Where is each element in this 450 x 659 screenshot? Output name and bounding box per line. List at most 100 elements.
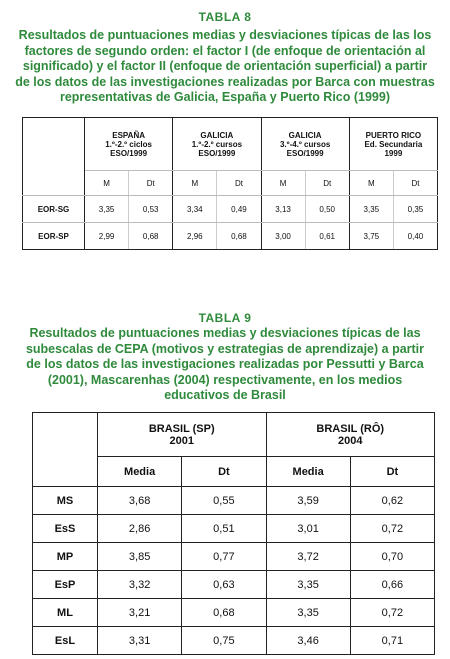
value-cell: 0,51: [181, 514, 267, 543]
title-line: representativas de Galicia, España y Pue…: [59, 90, 390, 104]
table-heading: TABLA 8: [198, 10, 252, 24]
group-header-line: GALICIA: [200, 130, 234, 140]
title-line: de los datos de las investigaciones real…: [15, 74, 435, 89]
group-header-line: PUERTO RICO: [365, 130, 422, 140]
group-header-line: ESPAÑA: [112, 130, 145, 140]
value-cell: 0,55: [181, 486, 267, 515]
value-cell: 3,75: [348, 222, 394, 250]
subheader: Media: [265, 456, 351, 487]
corner-cell: [22, 117, 85, 196]
value-cell: 3,01: [265, 514, 351, 543]
group-header-line: 2001: [169, 434, 194, 447]
value-cell: 0,77: [181, 542, 267, 571]
value-cell: 0,71: [349, 626, 436, 655]
value-cell: 3,00: [260, 222, 306, 250]
data-row: EsP 3,32 0,63 3,35 0,66: [32, 570, 436, 599]
data-table: ESPAÑA 1.º-2.º ciclos ESO/1999 GALICIA 1.º-2…: [22, 117, 439, 250]
corner-cell: [32, 412, 98, 487]
subheader: Dt: [216, 170, 262, 196]
value-cell: 3,34: [172, 195, 218, 223]
group-header-line: 1999: [384, 148, 403, 158]
title-line: subescalas de CEPA (motivos y estrategia…: [25, 341, 425, 356]
value-cell: 0,70: [349, 542, 436, 571]
title-line: (2001), Mascarenhas (2004) respectivamen…: [47, 372, 403, 387]
group-header-line: Ed. Secundaria: [364, 139, 423, 149]
value-cell: 0,49: [216, 195, 262, 223]
group-header-line: 1.º-2.º cursos: [191, 139, 243, 149]
data-table: BRASIL (SP) 2001 BRASIL (RÔ) 2004 Media Dt Med…: [32, 412, 436, 655]
row-label: EOR-SG: [22, 195, 85, 223]
group-header-line: BRASIL (SP): [148, 422, 215, 435]
value-cell: 0,68: [128, 222, 174, 250]
title-line: de los datos de las investigaciones real…: [26, 357, 424, 371]
group-header-line: 2004: [338, 434, 363, 447]
subheader: Dt: [349, 456, 436, 487]
title-line: factores de segundo orden: el factor I (…: [24, 43, 426, 58]
subheader: M: [83, 170, 130, 196]
data-row: ML 3,21 0,68 3,35 0,72: [32, 598, 436, 627]
value-cell: 0,66: [349, 570, 436, 599]
row-label: MS: [32, 486, 98, 515]
group-header: BRASIL (RÔ) 2004: [265, 412, 435, 457]
subheader: Media: [96, 456, 183, 487]
value-cell: 0,63: [181, 570, 267, 599]
row-label: MP: [32, 542, 98, 571]
subheader: M: [348, 170, 394, 196]
title-line: Resultados de puntuaciones medias y desv…: [29, 326, 421, 340]
value-cell: 0,75: [181, 626, 267, 655]
title-line: Resultados de puntuaciones medias y desv…: [18, 28, 432, 42]
subheader: Dt: [392, 170, 439, 196]
subheader: M: [260, 170, 306, 196]
group-header-line: GALICIA: [288, 130, 322, 140]
value-cell: 0,62: [349, 486, 436, 515]
title-line: educativos de Brasil: [164, 388, 286, 402]
value-cell: 3,31: [96, 626, 183, 655]
value-cell: 0,40: [392, 222, 439, 250]
value-cell: 0,53: [128, 195, 174, 223]
title-line: significado) y el factor II (enfoque de …: [22, 59, 428, 73]
value-cell: 2,99: [83, 222, 130, 250]
header-row: BRASIL (SP) 2001 BRASIL (RÔ) 2004: [32, 412, 435, 487]
value-cell: 0,68: [181, 598, 267, 627]
value-cell: 3,32: [96, 570, 183, 599]
group-header-line: BRASIL (RÔ): [316, 422, 385, 435]
subheader: Dt: [181, 456, 267, 487]
value-cell: 0,68: [216, 222, 262, 250]
value-cell: 0,61: [304, 222, 350, 250]
subheader: Dt: [304, 170, 350, 196]
group-header-line: 1.º-2.º ciclos: [105, 139, 152, 149]
value-cell: 2,96: [172, 222, 218, 250]
group-header: PUERTO RICO Ed. Secundaria 1999: [348, 117, 439, 171]
value-cell: 3,85: [96, 542, 183, 571]
data-row: EsL 3,31 0,75 3,46 0,71: [32, 626, 436, 655]
data-row: MS 3,68 0,55 3,59 0,62: [32, 486, 436, 515]
subheader: Dt: [128, 170, 174, 196]
table-title: Resultados de puntuaciones medias y desv…: [10, 28, 440, 106]
group-header: BRASIL (SP) 2001: [97, 412, 267, 457]
value-cell: 3,35: [83, 195, 130, 223]
value-cell: 3,46: [265, 626, 351, 655]
group-header: GALICIA 3.º-4.º cursos ESO/1999: [260, 117, 350, 171]
data-row: MP 3,85 0,77 3,72 0,70: [32, 542, 436, 571]
row-label: EsS: [32, 514, 98, 543]
data-row: EOR-SP 2,99 0,68 2,96 0,68 3,00 0,61 3,75 0,40: [22, 222, 439, 250]
subheader: M: [172, 170, 218, 196]
header-row: ESPAÑA 1.º-2.º ciclos ESO/1999 GALICIA 1.º-2…: [22, 117, 439, 196]
group-header-line: ESO/1999: [198, 148, 236, 158]
table-heading: TABLA 9: [198, 311, 252, 325]
value-cell: 3,35: [265, 570, 351, 599]
row-label: EsP: [32, 570, 98, 599]
group-header: GALICIA 1.º-2.º cursos ESO/1999: [172, 117, 262, 171]
row-label: ML: [32, 598, 98, 627]
value-cell: 0,72: [349, 598, 436, 627]
value-cell: 3,68: [96, 486, 183, 515]
row-label: EOR-SP: [22, 222, 85, 250]
group-header-line: ESO/1999: [286, 148, 324, 158]
row-label: EsL: [32, 626, 98, 655]
value-cell: 0,50: [304, 195, 350, 223]
subheader-row: M Dt M Dt M Dt M Dt: [23, 170, 439, 196]
value-cell: 3,72: [265, 542, 351, 571]
group-header: ESPAÑA 1.º-2.º ciclos ESO/1999: [83, 117, 174, 171]
value-cell: 0,35: [392, 195, 439, 223]
value-cell: 3,35: [348, 195, 394, 223]
